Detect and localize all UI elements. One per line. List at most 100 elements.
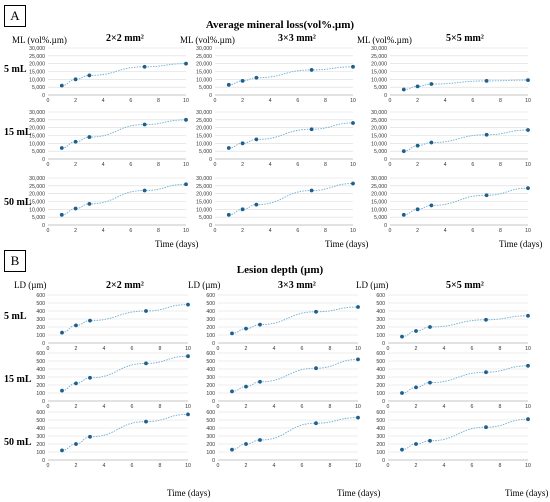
panel-a-5ml-5x5-xtick-label: 0 — [389, 98, 392, 104]
panel-a-15ml-5x5-data-point — [526, 128, 530, 132]
panel-b-5ml-3x3-ytick-label: 500 — [206, 301, 215, 307]
panel-b-15ml-3x3-data-point — [314, 366, 318, 371]
panel-a-5ml-2x2-trendline — [61, 63, 187, 87]
panel-a-50ml-5x5-ytick-label: 30,000 — [371, 176, 387, 182]
panel-b-row-50ml: 50 mL — [4, 437, 32, 448]
panel-a-15ml-3x3-data-point — [351, 121, 355, 125]
panel-a-50ml-3x3-data-point — [351, 181, 355, 186]
panel-b-xlabel-col3: Time (days) — [505, 488, 549, 498]
panel-b-50ml-3x3-ytick-label: 200 — [206, 442, 215, 448]
panel-b-5ml-5x5-data-point — [526, 313, 530, 318]
panel-b-5ml-5x5-xtick-label: 8 — [499, 346, 502, 352]
panel-b-row-15ml: 15 mL — [4, 374, 32, 385]
panel-b-5ml-2x2-xtick-label: 0 — [47, 346, 50, 352]
panel-b-50ml-5x5-ytick-label: 100 — [376, 450, 385, 456]
panel-b-15ml-2x2-data-point — [186, 354, 190, 359]
panel-a-5ml-2x2-xtick-label: 8 — [157, 98, 160, 104]
panel-b-50ml-5x5-ytick-label: 400 — [376, 426, 385, 432]
panel-a-50ml-2x2-xtick-label: 4 — [102, 228, 105, 234]
panel-a-5ml-3x3-xtick-label: 8 — [324, 98, 327, 104]
panel-b-15ml-3x3-ytick-label: 100 — [206, 391, 215, 397]
panel-a-15ml-3x3-data-point — [226, 146, 231, 150]
panel-a-50ml-5x5-data-point — [484, 193, 489, 198]
panel-b-5ml-5x5-ytick-label: 600 — [376, 293, 385, 299]
panel-b-50ml-2x2-ytick-label: 200 — [36, 442, 45, 448]
panel-b-15ml-2x2-ytick-label: 500 — [36, 359, 45, 365]
panel-a-15ml-2x2-xtick-label: 10 — [183, 162, 189, 168]
panel-b-50ml-2x2-xtick-label: 6 — [131, 463, 134, 469]
panel-a-50ml-2x2-data-point — [87, 201, 92, 206]
panel-b-15ml-5x5-ytick-label: 500 — [376, 359, 385, 365]
panel-b-15ml-2x2-ytick-label: 100 — [36, 391, 45, 397]
panel-b-15ml-5x5-xtick-label: 2 — [415, 404, 418, 410]
panel-b-15ml-5x5-data-point — [400, 391, 404, 395]
panel-a-5ml-5x5-data-point — [429, 82, 434, 86]
panel-a-50ml-5x5-data-point — [429, 203, 434, 208]
panel-b-50ml-2x2-data-point — [60, 448, 64, 453]
panel-b-15ml-3x3-data-point — [258, 379, 262, 384]
panel-b-15ml-5x5-data-point — [414, 385, 418, 390]
panel-b-5ml-3x3-ytick-label: 0 — [212, 341, 215, 347]
panel-a-15ml-2x2-ytick-label: 30,000 — [29, 110, 45, 116]
panel-b-5ml-2x2-trendline — [61, 304, 189, 334]
panel-a-5ml-5x5-ytick-label: 20,000 — [371, 62, 387, 68]
panel-a-15ml-5x5-data-point — [429, 140, 434, 145]
panel-a-5ml-5x5-trendline — [403, 79, 529, 90]
panel-a-5ml-2x2-xtick-label: 0 — [47, 98, 50, 104]
panel-b-5ml-5x5-ytick-label: 200 — [376, 325, 385, 331]
panel-a-15ml-5x5-data-point — [401, 149, 406, 154]
panel-a-50ml-3x3-ytick-label: 0 — [209, 223, 212, 229]
panel-b-15ml-3x3-ytick-label: 500 — [206, 359, 215, 365]
panel-b-15ml-2x2-ytick-label: 400 — [36, 367, 45, 373]
panel-b-5ml-3x3-xtick-label: 2 — [245, 346, 248, 352]
panel-b-15ml-3x3-xtick-label: 6 — [301, 404, 304, 410]
panel-b-50ml-5x5-ytick-label: 600 — [376, 410, 385, 416]
panel-a-50ml-3x3-data-point — [240, 207, 245, 212]
panel-a-xlabel-col3: Time (days) — [499, 239, 543, 249]
panel-b-15ml-5x5-xtick-label: 0 — [387, 404, 390, 410]
panel-b-5ml-3x3-ytick-label: 300 — [206, 317, 215, 323]
panel-b-50ml-3x3-data-point — [356, 415, 360, 420]
panel-a-5ml-5x5-ytick-label: 30,000 — [371, 46, 387, 52]
panel-a-50ml-5x5-data-point — [415, 207, 420, 212]
panel-b-50ml-3x3-data-point — [230, 447, 234, 452]
panel-a-5ml-3x3-ytick-label: 0 — [209, 93, 212, 99]
panel-a-50ml-5x5-xtick-label: 2 — [416, 228, 419, 234]
panel-b-50ml-3x3-trendline — [231, 417, 359, 451]
panel-a-50ml-2x2-trendline — [61, 183, 187, 216]
panel-b-5ml-3x3-xtick-label: 0 — [217, 346, 220, 352]
panel-a-50ml-3x3-xtick-label: 10 — [350, 228, 356, 234]
panel-b-50ml-3x3-data-point — [314, 421, 318, 426]
panel-a-5ml-2x2-ytick-label: 25,000 — [29, 54, 45, 60]
panel-b-5ml-3x3-data-point — [258, 322, 262, 327]
panel-a-15ml-2x2-ytick-label: 0 — [42, 157, 45, 163]
panel-b-15ml-3x3-trendline — [231, 358, 359, 392]
panel-a-5ml-2x2-data-point — [184, 61, 188, 66]
panel-b-50ml-2x2-trendline — [61, 413, 189, 451]
panel-a-5ml-3x3-ytick-label: 5,000 — [199, 85, 212, 91]
panel-b-50ml-2x2-xtick-label: 0 — [47, 463, 50, 469]
panel-b-5ml-2x2-ytick-label: 0 — [42, 341, 45, 347]
panel-b-50ml-5x5-ytick-label: 300 — [376, 434, 385, 440]
panel-b-50ml-3x3-ytick-label: 600 — [206, 410, 215, 416]
panel-b-5ml-2x2-xtick-label: 8 — [159, 346, 162, 352]
panel-a-50ml-2x2-data-point — [184, 182, 188, 187]
panel-a-50ml-3x3-ytick-label: 15,000 — [196, 200, 212, 206]
panel-a-5ml-2x2-ytick-label: 15,000 — [29, 70, 45, 76]
panel-a-row-5ml: 5 mL — [4, 64, 27, 75]
panel-b-5ml-2x2-ytick-label: 400 — [36, 309, 45, 315]
panel-a-15ml-5x5-xtick-label: 8 — [499, 162, 502, 168]
panel-a-50ml-3x3-ytick-label: 5,000 — [199, 215, 212, 221]
panel-a-5ml-3x3-xtick-label: 0 — [214, 98, 217, 104]
panel-a-row-50ml: 50 mL — [4, 197, 32, 208]
panel-b-50ml-3x3-data-point — [258, 438, 262, 442]
panel-a-5ml-5x5-xtick-label: 10 — [525, 98, 531, 104]
panel-b-15ml-2x2-data-point — [144, 361, 148, 366]
panel-a-5ml-3x3-data-point — [240, 79, 245, 83]
panel-b-15ml-5x5-data-point — [428, 380, 432, 385]
panel-a-5ml-2x2-data-point — [142, 64, 147, 69]
panel-a-xlabel-col2: Time (days) — [325, 239, 369, 249]
panel-b-15ml-5x5-ytick-label: 0 — [382, 399, 385, 405]
panel-b-50ml-3x3-ytick-label: 0 — [212, 458, 215, 464]
panel-a-15ml-2x2-data-point — [73, 139, 78, 144]
